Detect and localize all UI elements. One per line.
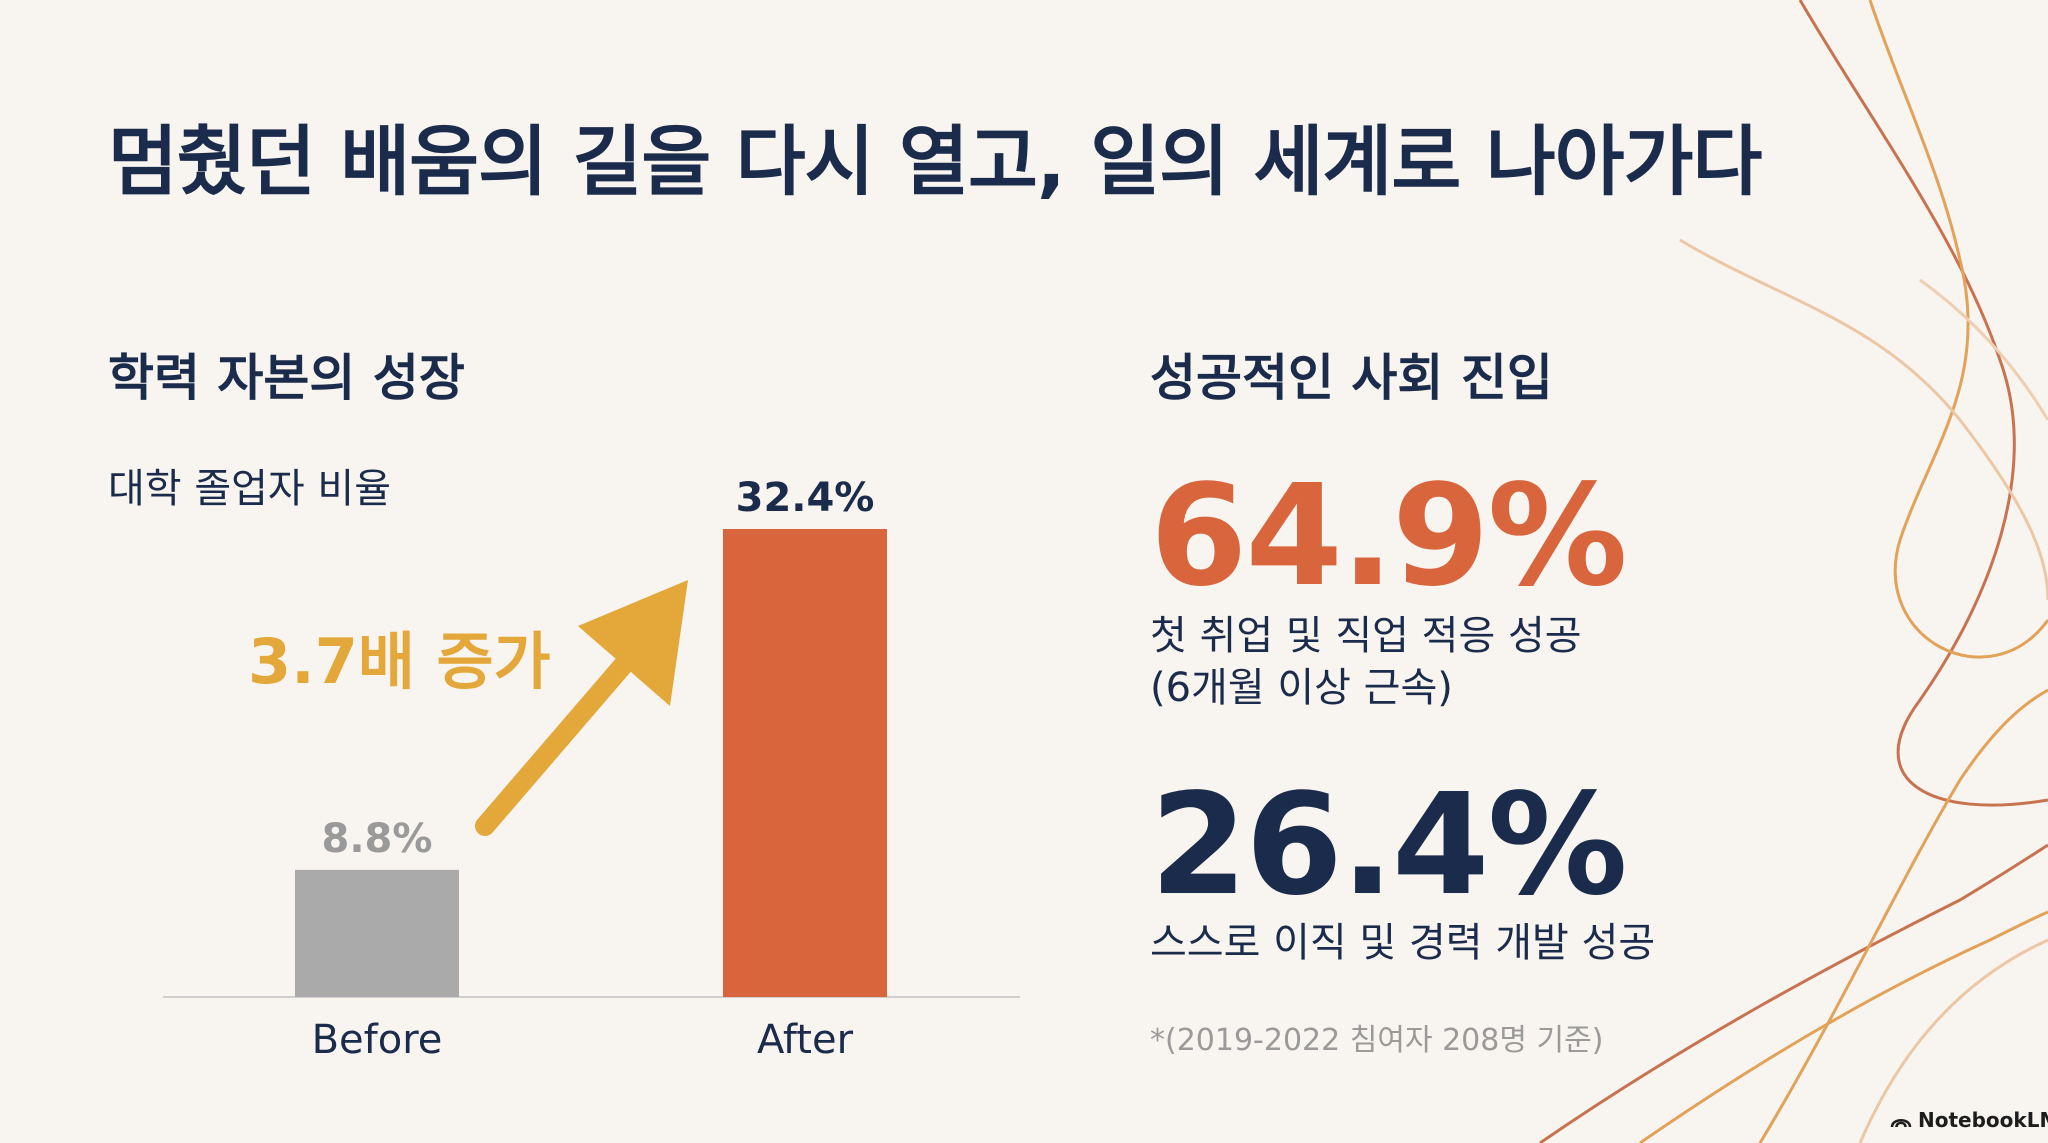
notebooklm-logo-icon <box>1890 1118 1912 1128</box>
chart-title: 대학 졸업자 비율 <box>108 466 392 512</box>
stat-career-desc: 스스로 이직 및 경력 개발 성공 <box>1150 920 1656 966</box>
notebooklm-brand: NotebookLM <box>1890 1108 2048 1132</box>
left-section-heading: 학력 자본의 성장 <box>108 349 465 407</box>
growth-arrow-shaft <box>475 645 642 836</box>
category-label-after: After <box>757 1017 854 1063</box>
footnote: *(2019-2022 침여자 208명 기준) <box>1150 1023 1604 1058</box>
bar-chart: 8.8% Before 32.4% After 3.7배 증가 <box>163 475 1020 1063</box>
brand-label: NotebookLM <box>1918 1108 2048 1132</box>
bar-after <box>723 529 887 997</box>
right-section-heading: 성공적인 사회 진입 <box>1150 349 1553 407</box>
data-label-after: 32.4% <box>736 475 875 521</box>
stat-employment-desc-line2: (6개월 이상 근속) <box>1150 665 1453 711</box>
growth-annotation: 3.7배 증가 <box>248 625 551 698</box>
data-label-before: 8.8% <box>322 816 433 862</box>
growth-arrow-head-icon <box>578 580 688 706</box>
category-label-before: Before <box>312 1017 443 1063</box>
slide-title: 멈췄던 배움의 길을 다시 열고, 일의 세계로 나아가다 <box>108 117 1762 206</box>
stat-employment-desc-line1: 첫 취업 및 직업 적응 성공 <box>1150 613 1582 659</box>
bar-before <box>295 869 459 997</box>
stat-employment-value: 64.9% <box>1150 455 1628 618</box>
stat-career-value: 26.4% <box>1150 764 1628 927</box>
